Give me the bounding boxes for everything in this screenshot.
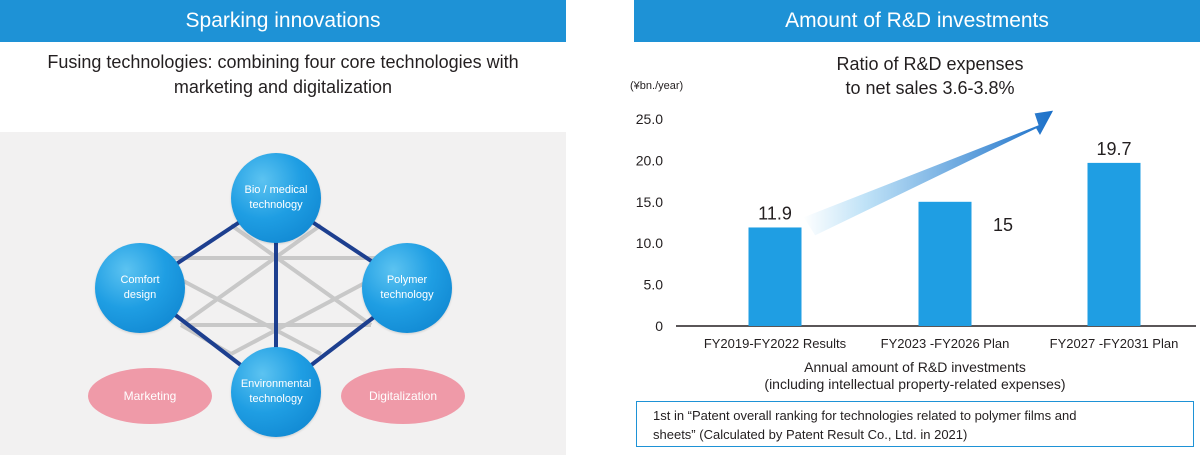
environmental-technology-node: Environmental technology xyxy=(231,347,321,437)
environmental-label-1: Environmental xyxy=(240,378,312,390)
bio-label-1: Bio / medical xyxy=(244,184,308,196)
bars: 11.9 15 19.7 xyxy=(748,139,1141,326)
y-axis: 0 5.0 10.0 15.0 20.0 25.0 xyxy=(636,111,663,334)
polymer-label-1: Polymer xyxy=(386,274,428,286)
y-tick-label: 10.0 xyxy=(636,235,663,251)
comfort-design-node: Comfort design xyxy=(95,243,185,333)
x-tick-label: FY2027 -FY2031 Plan xyxy=(1050,336,1179,351)
polymer-technology-node: Polymer technology xyxy=(362,243,452,333)
bar-value-label: 11.9 xyxy=(758,203,792,223)
environmental-label-2: technology xyxy=(249,393,303,405)
line-bio-polymer-inner xyxy=(229,223,373,327)
rd-investments-header: Amount of R&D investments xyxy=(634,0,1200,42)
fusing-technologies-subtitle: Fusing technologies: combining four core… xyxy=(0,50,566,100)
x-axis-labels: FY2019-FY2022 Results FY2023 -FY2026 Plan… xyxy=(704,336,1179,351)
ratio-line-2: to net sales 3.6-3.8% xyxy=(845,78,1015,98)
sparking-innovations-header: Sparking innovations xyxy=(0,0,566,42)
note-line-2: sheets” (Calculated by Patent Result Co.… xyxy=(653,427,968,442)
ratio-line-1: Ratio of R&D expenses xyxy=(836,54,1024,74)
technology-diagram-panel: Marketing Digitalization Bio / medical te… xyxy=(0,132,566,455)
x-axis-title-line-2: (including intellectual property-related… xyxy=(764,376,1065,392)
y-tick-label: 0 xyxy=(655,318,663,334)
line-bio-comfort-inner xyxy=(179,223,323,327)
y-tick-label: 15.0 xyxy=(636,194,663,210)
y-tick-label: 5.0 xyxy=(644,277,664,293)
bio-label-2: technology xyxy=(249,199,303,211)
marketing-oval: Marketing xyxy=(88,368,212,424)
digitalization-oval: Digitalization xyxy=(341,368,465,424)
bar xyxy=(748,227,802,326)
comfort-label-1: Comfort xyxy=(120,274,160,286)
bar xyxy=(1087,162,1141,326)
y-axis-unit: (¥bn./year) xyxy=(630,80,684,92)
y-tick-label: 25.0 xyxy=(636,111,663,127)
polymer-label-2: technology xyxy=(380,289,434,301)
trend-arrow xyxy=(802,109,1055,237)
x-tick-label: FY2023 -FY2026 Plan xyxy=(881,336,1010,351)
rd-ratio-text: Ratio of R&D expenses to net sales 3.6-3… xyxy=(780,52,1080,100)
bar-value-label: 15 xyxy=(993,215,1013,235)
subtitle-line-2: marketing and digitalization xyxy=(173,77,393,97)
x-axis-title-line-1: Annual amount of R&D investments xyxy=(804,359,1026,375)
note-line-1: 1st in “Patent overall ranking for techn… xyxy=(653,408,1077,423)
subtitle-line-1: Fusing technologies: combining four core… xyxy=(47,52,519,72)
growth-arrow-shape xyxy=(802,109,1055,237)
bio-medical-technology-node: Bio / medical technology xyxy=(231,153,321,243)
bar-value-label: 19.7 xyxy=(1096,139,1131,159)
rd-bar-chart: 0 5.0 10.0 15.0 20.0 25.0 11.9 15 19.7 FY2019-F… xyxy=(636,109,1196,392)
bar xyxy=(918,201,972,326)
x-tick-label: FY2019-FY2022 Results xyxy=(704,336,847,351)
patent-ranking-note: 1st in “Patent overall ranking for techn… xyxy=(636,401,1194,447)
comfort-label-2: design xyxy=(123,289,157,301)
y-tick-label: 20.0 xyxy=(636,152,663,168)
